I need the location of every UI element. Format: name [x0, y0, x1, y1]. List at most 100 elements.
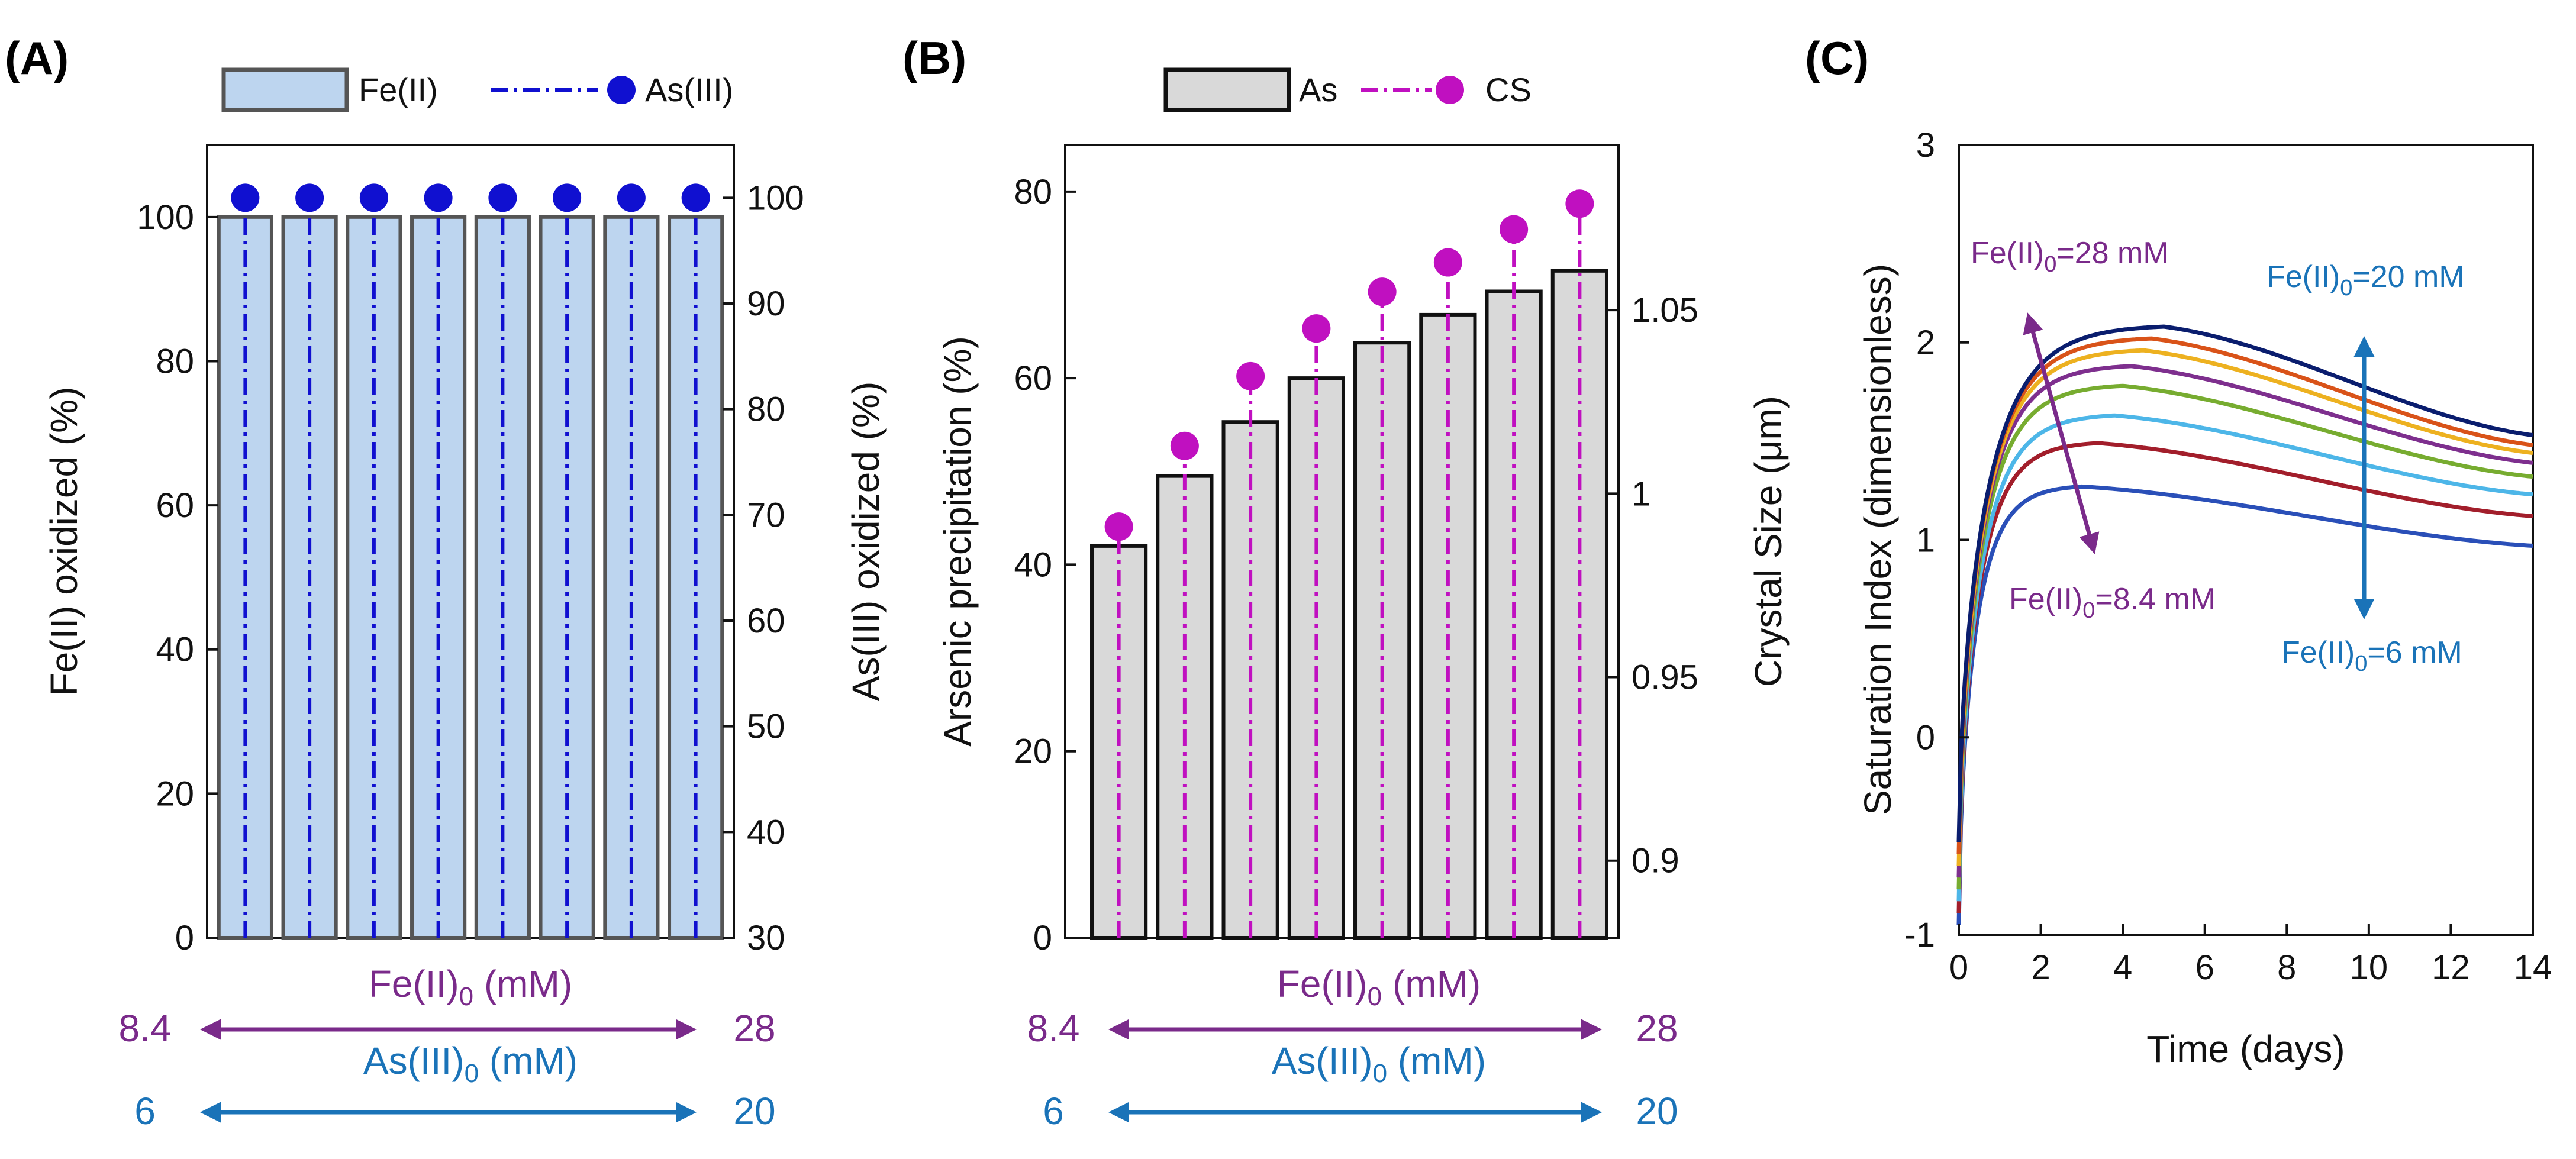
b-ytick-label-1: 20	[1014, 732, 1052, 771]
annot-fe-28-base: Fe(II)	[1971, 236, 2044, 270]
a-ytick-label-4: 80	[156, 342, 194, 380]
panel-c-xticks: 0 2 4 6 8 10 12 14	[1949, 924, 2552, 987]
a-ytick-label-1: 20	[156, 774, 194, 813]
annot-fe-8-4-base: Fe(II)	[2009, 582, 2082, 616]
panel-b-as-right: 20	[1636, 1090, 1678, 1132]
a-stem-marker-2	[295, 183, 324, 212]
panel-a-stems	[231, 183, 710, 938]
panel-a-fe-right: 28	[733, 1007, 775, 1050]
annot-fe-28-rest: =28 mM	[2056, 236, 2168, 270]
panel-b-as-base: As(III)	[1272, 1039, 1373, 1082]
b-stem-marker-3	[1236, 361, 1265, 390]
panel-a-bars	[217, 215, 724, 940]
annot-fe-range-arrow	[2023, 312, 2100, 554]
panel-a-fe-axis-label: Fe(II)0 (mM)	[369, 963, 572, 1011]
panel-a-xannot: Fe(II)0 (mM) 8.4 28 As(III)0 (mM) 6 20	[119, 963, 776, 1132]
b-ytick-label-0: 0	[1033, 919, 1052, 957]
a-stem-marker-6	[553, 183, 582, 212]
panel-c-ytick-label-4: 3	[1916, 126, 1935, 164]
a-stem-marker-1	[231, 183, 260, 212]
annot-fe-20-rest: =20 mM	[2352, 260, 2464, 294]
b-y2tick-label-2: 1	[1632, 474, 1650, 513]
a-y2tick-label-7: 100	[747, 179, 804, 217]
panel-c-annotations: Fe(II)0=28 mM Fe(II)0=8.4 mM Fe(II)0=20 …	[1971, 236, 2465, 676]
panel-c-ytick-label-3: 2	[1916, 324, 1935, 362]
a-y2tick-label-3: 60	[747, 602, 785, 640]
a-y2tick-label-4: 70	[747, 496, 785, 534]
legend-label-as-b: As	[1299, 71, 1337, 108]
annot-fe-20: Fe(II)0=20 mM	[2267, 260, 2465, 301]
a-ytick-label-3: 60	[156, 486, 194, 525]
panel-b-as-unit: (mM)	[1387, 1039, 1486, 1082]
panel-b-y2ticks: 0.9 0.95 1 1.05	[1608, 291, 1698, 880]
b-y2tick-label-3: 1.05	[1632, 291, 1698, 330]
panel-a-axes	[206, 144, 735, 939]
panel-a-as-right: 20	[733, 1090, 775, 1132]
panel-a-as-left: 6	[134, 1090, 156, 1132]
legend-swatch-fe	[221, 67, 349, 112]
b-stem-marker-2	[1170, 431, 1199, 460]
panel-b-fe-unit: (mM)	[1382, 963, 1481, 1005]
panel-b-bars	[1090, 269, 1608, 940]
panel-a-as-axis-label: As(III)0 (mM)	[363, 1039, 578, 1088]
b-stem-marker-4	[1302, 314, 1331, 343]
panel-b-yticks: 0 20 40 60 80	[1014, 173, 1076, 957]
panel-b-ylabel: Arsenic precipitation (%)	[936, 336, 979, 747]
panel-b-xannot: Fe(II)0 (mM) 8.4 28 As(III)0 (mM) 6 20	[1027, 963, 1678, 1132]
annot-fe-6-sub: 0	[2355, 651, 2367, 676]
panel-b-label: (B)	[902, 32, 966, 84]
panel-b-fe-left: 8.4	[1027, 1007, 1080, 1050]
panel-b-as-left: 6	[1043, 1090, 1064, 1132]
legend-label-as: As(III)	[645, 71, 733, 108]
b-ytick-label-4: 80	[1014, 173, 1052, 211]
panel-c-xtick-label-3: 6	[2195, 948, 2214, 987]
panel-a-fe-base: Fe(II)	[369, 963, 459, 1005]
panel-c-xtick-label-5: 10	[2350, 948, 2388, 987]
panel-c-ytick-label-2: 1	[1916, 521, 1935, 560]
panel-a-fe-sub: 0	[459, 982, 473, 1011]
a-stem-marker-7	[617, 183, 646, 212]
annot-fe-8-4-rest: =8.4 mM	[2095, 582, 2216, 616]
legend-marker-as	[607, 76, 636, 104]
b-stem-marker-1	[1104, 512, 1133, 541]
a-y2tick-label-5: 80	[747, 390, 785, 429]
panel-c-xtick-label-4: 8	[2277, 948, 2296, 987]
annot-fe-28-sub: 0	[2044, 252, 2056, 277]
panel-a-y2ticks: 30 40 50 60 70 80 90 100	[723, 179, 804, 957]
panel-a-y2label: As(III) oxidized (%)	[844, 382, 887, 702]
a-stem-marker-3	[359, 183, 388, 212]
panel-c-xtick-label-6: 12	[2432, 948, 2470, 987]
panel-a-legend: Fe(II) As(III)	[221, 67, 733, 112]
panel-c-label: (C)	[1805, 32, 1869, 84]
legend-swatch-as	[1163, 67, 1291, 112]
panel-c-xtick-label-1: 2	[2031, 948, 2050, 987]
a-y2tick-label-1: 40	[747, 813, 785, 851]
a-stem-marker-8	[681, 183, 710, 212]
panel-c-xtick-label-2: 4	[2113, 948, 2132, 987]
panel-a-fe-unit: (mM)	[473, 963, 572, 1005]
b-stem-marker-8	[1565, 189, 1594, 218]
legend-label-fe: Fe(II)	[359, 71, 438, 108]
panel-b-fe-sub: 0	[1368, 982, 1382, 1011]
a-ytick-label-2: 40	[156, 631, 194, 669]
annot-fe-28: Fe(II)0=28 mM	[1971, 236, 2169, 277]
annot-fe-8-4-sub: 0	[2082, 598, 2095, 623]
panel-a-fe-left: 8.4	[119, 1007, 172, 1050]
panel-c-ylabel: Saturation Index (dimensionless)	[1856, 264, 1899, 815]
b-ytick-label-2: 40	[1014, 545, 1052, 584]
panel-c-xtick-label-0: 0	[1949, 948, 1968, 987]
annot-fe-20-sub: 0	[2340, 276, 2352, 301]
annot-fe-20-base: Fe(II)	[2267, 260, 2340, 294]
panel-b-as-axis-label: As(III)0 (mM)	[1272, 1039, 1486, 1088]
a-ytick-label-5: 100	[137, 198, 194, 237]
b-y2tick-label-1: 0.95	[1632, 658, 1698, 697]
panel-a-as-base: As(III)	[363, 1039, 465, 1082]
panel-c-xlabel: Time (days)	[2146, 1028, 2345, 1070]
panel-b-fe-base: Fe(II)	[1277, 963, 1368, 1005]
panel-b-legend: As CS	[1163, 67, 1532, 112]
legend-label-cs: CS	[1485, 71, 1532, 108]
